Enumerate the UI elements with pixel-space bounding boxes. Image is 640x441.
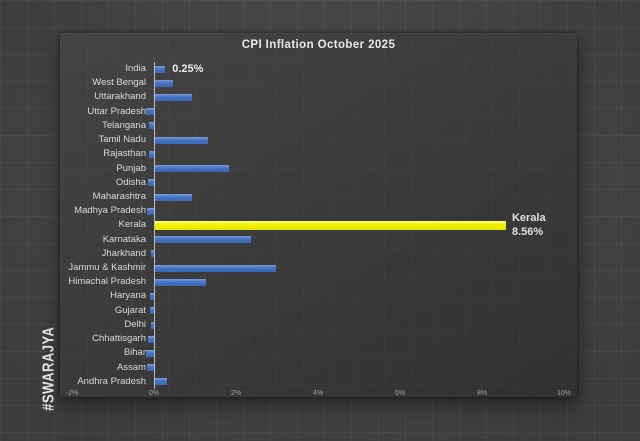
category-label: Tamil Nadu (98, 134, 146, 146)
chart-panel: CPI Inflation October 2025 India 0.25% Wes… (60, 33, 577, 397)
x-tick-label: 10% (556, 390, 572, 397)
category-label: Bihar (123, 347, 146, 359)
category-label: Madhya Pradesh (74, 205, 146, 217)
category-label: Kerala (118, 219, 146, 231)
chart-bar (155, 79, 174, 87)
kerala-label-name: Kerala (511, 212, 546, 224)
category-label: Uttarakhand (94, 91, 146, 103)
chart-bar (151, 250, 154, 258)
chart-bar-highlight (155, 221, 506, 230)
chart-bar (155, 264, 276, 272)
chart-bar (149, 122, 154, 130)
x-tick-label: 4% (312, 390, 324, 397)
swarajya-watermark: #SWARAJYA (40, 326, 58, 411)
chart-bar (155, 94, 192, 102)
category-label: Assam (116, 361, 146, 373)
chart-bar (149, 307, 154, 315)
plot-area: India 0.25% West Bengal Uttarakhand Uttar Pr… (60, 62, 577, 389)
kerala-value-label: Kerala 8.56% (512, 211, 546, 239)
x-tick-label: 2% (230, 390, 242, 397)
x-tick-label: 0% (148, 390, 160, 397)
chart-bar (151, 321, 154, 329)
chart-bar (145, 108, 154, 116)
chart-bar (149, 150, 154, 158)
category-label: Himachal Pradesh (68, 276, 146, 288)
category-label: Haryana (110, 290, 146, 302)
chart-bar (147, 179, 154, 187)
x-axis-ticks: -2% 0% 2% 4% 6% 8% 10% (60, 390, 577, 402)
chart-bar (149, 293, 154, 301)
category-label: Andhra Pradesh (77, 375, 146, 387)
category-label: Chhattisgarh (92, 333, 146, 345)
chart-bar (155, 65, 166, 73)
category-label: Odisha (115, 176, 146, 188)
chart-bar (155, 236, 252, 244)
category-label: Uttar Pradesh (87, 105, 146, 117)
category-label: West Bengal (92, 77, 146, 89)
india-value-label: 0.25% (172, 62, 204, 75)
chart-bar (147, 207, 154, 215)
category-label: Rajasthan (103, 148, 146, 160)
chart-bar (155, 165, 229, 173)
chart-bar (145, 349, 154, 357)
category-label: Gujarat (114, 304, 146, 316)
x-tick-label: -2% (65, 390, 79, 397)
x-tick-label: 8% (476, 390, 488, 397)
category-label: Karnataka (102, 233, 146, 245)
category-label: Jharkhand (101, 247, 146, 259)
x-tick-label: 6% (394, 390, 406, 397)
kerala-label-value: 8.56% (511, 226, 544, 238)
chart-bar (155, 136, 209, 144)
zero-axis-line (154, 62, 155, 389)
chart-bar (155, 378, 168, 386)
chart-bar (147, 335, 154, 343)
category-label: India (125, 63, 146, 74)
chart-bar (155, 278, 207, 286)
category-label: Jammu & Kashmir (68, 262, 146, 274)
chart-bar (147, 364, 154, 372)
category-label: Delhi (124, 318, 146, 330)
chart-title: CPI Inflation October 2025 (241, 39, 396, 51)
category-label: Telangana (102, 119, 146, 131)
category-label: Punjab (116, 162, 146, 174)
category-label: Maharashtra (92, 190, 146, 202)
chart-bar (155, 193, 192, 201)
